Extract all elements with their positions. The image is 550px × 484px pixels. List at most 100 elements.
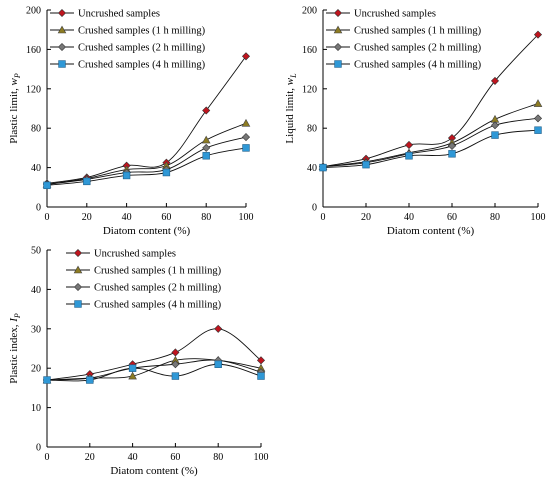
legend-marker: [74, 300, 82, 308]
data-point: [534, 126, 542, 134]
data-point: [447, 141, 457, 150]
y-tick-label: 30: [31, 324, 41, 335]
legend-marker: [333, 25, 343, 34]
chart-panel-1: 0 40 80 120 160 200 0 20 40 60 80 100 Diatom content…: [8, 6, 254, 238]
legend-label: Uncrushed samples: [78, 9, 160, 20]
series-line: [322, 117, 539, 168]
y-tick-label: 40: [307, 163, 317, 174]
data-point: [43, 376, 51, 384]
y-tick-label: 80: [307, 124, 317, 135]
data-point: [86, 376, 94, 384]
x-tick-label: 20: [361, 212, 371, 223]
legend-label: Crushed samples (4 h milling): [78, 60, 206, 71]
legend-label: Uncrushed samples: [94, 249, 176, 260]
data-point: [43, 181, 51, 190]
legend-label: Uncrushed samples: [354, 9, 436, 20]
data-point: [241, 52, 251, 61]
data-point: [362, 160, 370, 169]
x-tick-label: 60: [447, 212, 457, 223]
data-point: [128, 371, 137, 380]
series-line: [46, 328, 262, 381]
x-tick-label: 60: [170, 452, 180, 463]
legend-label: Crushed samples (4 h milling): [94, 300, 222, 311]
x-tick-label: 80: [490, 212, 500, 223]
y-tick-label: 80: [31, 124, 41, 135]
series-4: [43, 360, 265, 384]
y-tick-label: 40: [31, 285, 41, 296]
y-tick-label: 160: [26, 45, 41, 56]
x-axis-label: Diatom content (%): [387, 225, 475, 237]
data-point: [162, 168, 171, 177]
data-point: [214, 360, 222, 368]
x-tick-label: 0: [45, 212, 50, 223]
y-tick-label: 120: [26, 84, 41, 95]
legend-label: Crushed samples (1 h milling): [94, 266, 222, 277]
y-tick-label: 0: [36, 203, 41, 214]
series-line: [46, 363, 262, 382]
chart-panel-2: 0 40 80 120 160 200 0 20 40 60 80 100 Diatom content…: [284, 6, 546, 238]
legend: Uncrushed samples Crushed samples (1 h mi…: [326, 9, 482, 71]
y-tick-label: 10: [31, 403, 41, 414]
data-point: [201, 135, 211, 144]
series-2: [318, 99, 543, 170]
legend-marker: [334, 60, 342, 68]
legend-marker: [333, 42, 343, 52]
data-point: [491, 131, 499, 139]
y-axis-label: Plastic index, IP: [8, 313, 22, 384]
legend-marker: [73, 282, 83, 292]
x-axis-label: Diatom content (%): [103, 225, 191, 237]
x-tick-label: 60: [161, 212, 171, 223]
y-tick-label: 50: [31, 246, 41, 257]
legend-label: Crushed samples (4 h milling): [354, 60, 482, 71]
x-tick-label: 40: [128, 452, 138, 463]
data-point: [490, 76, 500, 85]
legend-label: Crushed samples (2 h milling): [94, 283, 222, 294]
data-point: [241, 133, 251, 142]
data-point: [533, 30, 543, 39]
series-line: [46, 56, 247, 184]
y-axis-label: Plastic limit, wP: [8, 73, 22, 144]
legend-marker: [58, 60, 66, 68]
y-tick-label: 20: [31, 364, 41, 375]
data-point: [202, 143, 211, 152]
data-point: [533, 114, 543, 123]
data-point: [171, 360, 180, 369]
series-line: [46, 136, 247, 185]
y-tick-label: 40: [31, 163, 41, 174]
series-4: [43, 144, 250, 190]
legend-label: Crushed samples (2 h milling): [78, 43, 206, 54]
legend-label: Crushed samples (1 h milling): [354, 26, 482, 37]
legend-marker: [57, 25, 67, 34]
x-tick-label: 0: [321, 212, 326, 223]
y-tick-label: 120: [302, 84, 317, 95]
legend-label: Crushed samples (1 h milling): [78, 26, 206, 37]
data-point: [128, 364, 137, 372]
y-tick-label: 200: [302, 6, 317, 17]
legend-marker: [333, 8, 343, 18]
series-line: [322, 129, 539, 169]
legend-marker: [57, 42, 67, 52]
data-point: [241, 118, 251, 127]
series-line: [322, 34, 539, 168]
x-tick-label: 100: [254, 452, 269, 463]
data-point: [202, 152, 210, 160]
y-axis-label: Liquid limit, wL: [284, 73, 298, 144]
data-point: [171, 372, 180, 380]
x-axis-label: Diatom content (%): [110, 465, 198, 477]
data-point: [405, 152, 413, 160]
data-point: [122, 171, 131, 180]
series-4: [319, 126, 542, 172]
series-line: [46, 122, 247, 185]
y-tick-label: 160: [302, 45, 317, 56]
series-line: [46, 147, 247, 186]
x-tick-label: 0: [45, 452, 50, 463]
series-1: [42, 52, 251, 188]
x-tick-label: 40: [404, 212, 414, 223]
y-tick-label: 0: [36, 443, 41, 454]
chart-panel-3: 0 10 20 30 40 50 0 20 40 60 80 100 Diatom content (%…: [8, 246, 269, 478]
x-tick-label: 20: [85, 452, 95, 463]
data-point: [242, 144, 250, 152]
series-1: [42, 324, 266, 385]
data-point: [404, 140, 414, 149]
